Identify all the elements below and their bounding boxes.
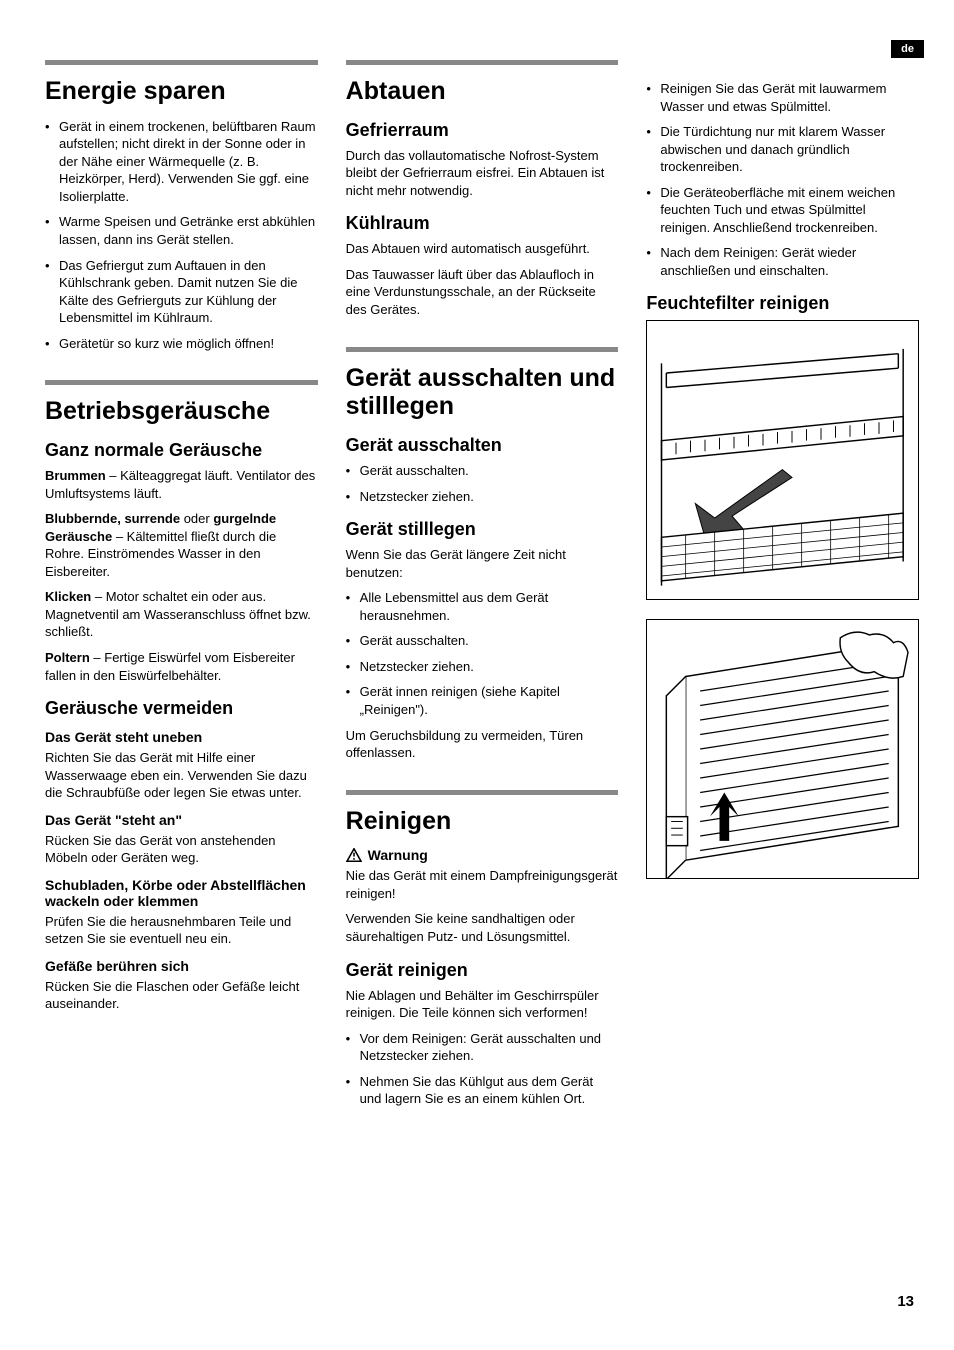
paragraph: Brummen – Kälteaggregat läuft. Ventilato… [45, 467, 318, 502]
list-item: Gerät ausschalten. [346, 462, 619, 480]
sub-subheading: Das Gerät "steht an" [45, 812, 318, 828]
heading-betriebsgeraeusche: Betriebsgeräusche [45, 397, 318, 426]
paragraph: Poltern – Fertige Eiswürfel vom Eisberei… [45, 649, 318, 684]
paragraph: Verwenden Sie keine sandhaltigen oder sä… [346, 910, 619, 945]
paragraph: Prüfen Sie die herausnehmbaren Teile und… [45, 913, 318, 948]
list-item: Alle Lebensmittel aus dem Gerät herausne… [346, 589, 619, 624]
paragraph: Das Abtauen wird automatisch ausgeführt. [346, 240, 619, 258]
warning-row: Warnung [346, 847, 619, 863]
language-tag: de [891, 40, 924, 58]
subheading: Ganz normale Geräusche [45, 440, 318, 461]
list: Alle Lebensmittel aus dem Gerät herausne… [346, 589, 619, 718]
column-3: Reinigen Sie das Gerät mit lauwarmem Was… [646, 60, 919, 1116]
subheading: Gerät stilllegen [346, 519, 619, 540]
page-number: 13 [897, 1293, 914, 1310]
figure-filter-clean [646, 619, 919, 879]
warning-icon [346, 848, 362, 862]
subheading: Geräusche vermeiden [45, 698, 318, 719]
subheading: Gefrierraum [346, 120, 619, 141]
list-item: Die Türdichtung nur mit klarem Wasser ab… [646, 123, 919, 176]
list-item: Vor dem Reinigen: Gerät ausschalten und … [346, 1030, 619, 1065]
list-item: Gerät innen reinigen (siehe Kapitel „Rei… [346, 683, 619, 718]
heading-energie-sparen: Energie sparen [45, 77, 318, 106]
list-item: Warme Speisen und Getränke erst abkühlen… [45, 213, 318, 248]
paragraph: Rücken Sie die Flaschen oder Gefäße leic… [45, 978, 318, 1013]
paragraph: Wenn Sie das Gerät längere Zeit nicht be… [346, 546, 619, 581]
list-item: Netzstecker ziehen. [346, 488, 619, 506]
sub-subheading: Gefäße berühren sich [45, 958, 318, 974]
heading-reinigen: Reinigen [346, 807, 619, 836]
list-item: Gerät in einem trockenen, belüftbaren Ra… [45, 118, 318, 206]
separator [346, 790, 619, 795]
bold-term: Brummen [45, 468, 106, 483]
column-2: Abtauen Gefrierraum Durch das vollautoma… [346, 60, 619, 1116]
paragraph: Klicken – Motor schaltet ein oder aus. M… [45, 588, 318, 641]
paragraph: Richten Sie das Gerät mit Hilfe einer Wa… [45, 749, 318, 802]
list: Reinigen Sie das Gerät mit lauwarmem Was… [646, 80, 919, 279]
paragraph: Rücken Sie das Gerät von anstehenden Möb… [45, 832, 318, 867]
list-item: Netzstecker ziehen. [346, 658, 619, 676]
bold-term: Poltern [45, 650, 90, 665]
list-item: Das Gefriergut zum Auftauen in den Kühls… [45, 257, 318, 327]
separator [45, 60, 318, 65]
separator [346, 60, 619, 65]
paragraph: Blubbernde, surrende oder gurgelnde Gerä… [45, 510, 318, 580]
list-item: Nehmen Sie das Kühlgut aus dem Gerät und… [346, 1073, 619, 1108]
list: Gerät in einem trockenen, belüftbaren Ra… [45, 118, 318, 353]
subheading: Kühlraum [346, 213, 619, 234]
bold-term: Blubbernde, surrende [45, 511, 180, 526]
list: Vor dem Reinigen: Gerät ausschalten und … [346, 1030, 619, 1108]
page-content: Energie sparen Gerät in einem trockenen,… [0, 0, 954, 1196]
subheading-feuchtefilter: Feuchtefilter reinigen [646, 293, 919, 314]
list-item: Nach dem Reinigen: Gerät wieder anschlie… [646, 244, 919, 279]
text: oder [180, 511, 213, 526]
column-1: Energie sparen Gerät in einem trockenen,… [45, 60, 318, 1116]
paragraph: Nie das Gerät mit einem Dampfreinigungsg… [346, 867, 619, 902]
warning-label: Warnung [368, 847, 428, 863]
paragraph: Das Tauwasser läuft über das Ablaufloch … [346, 266, 619, 319]
sub-subheading: Schubladen, Körbe oder Abstellflächen wa… [45, 877, 318, 909]
heading-abtauen: Abtauen [346, 77, 619, 106]
heading-ausschalten: Gerät ausschalten und stilllegen [346, 364, 619, 422]
subheading: Gerät ausschalten [346, 435, 619, 456]
sub-subheading: Das Gerät steht uneben [45, 729, 318, 745]
list-item: Die Geräteoberfläche mit einem weichen f… [646, 184, 919, 237]
list: Gerät ausschalten. Netzstecker ziehen. [346, 462, 619, 505]
subheading: Gerät reinigen [346, 960, 619, 981]
list-item: Reinigen Sie das Gerät mit lauwarmem Was… [646, 80, 919, 115]
separator [346, 347, 619, 352]
figure-filter-remove [646, 320, 919, 600]
paragraph: Um Geruchsbildung zu vermeiden, Türen of… [346, 727, 619, 762]
paragraph: Nie Ablagen und Behälter im Geschirrspül… [346, 987, 619, 1022]
list-item: Gerätetür so kurz wie möglich öffnen! [45, 335, 318, 353]
list-item: Gerät ausschalten. [346, 632, 619, 650]
bold-term: Klicken [45, 589, 91, 604]
paragraph: Durch das vollautomatische Nofrost-Syste… [346, 147, 619, 200]
separator [45, 380, 318, 385]
